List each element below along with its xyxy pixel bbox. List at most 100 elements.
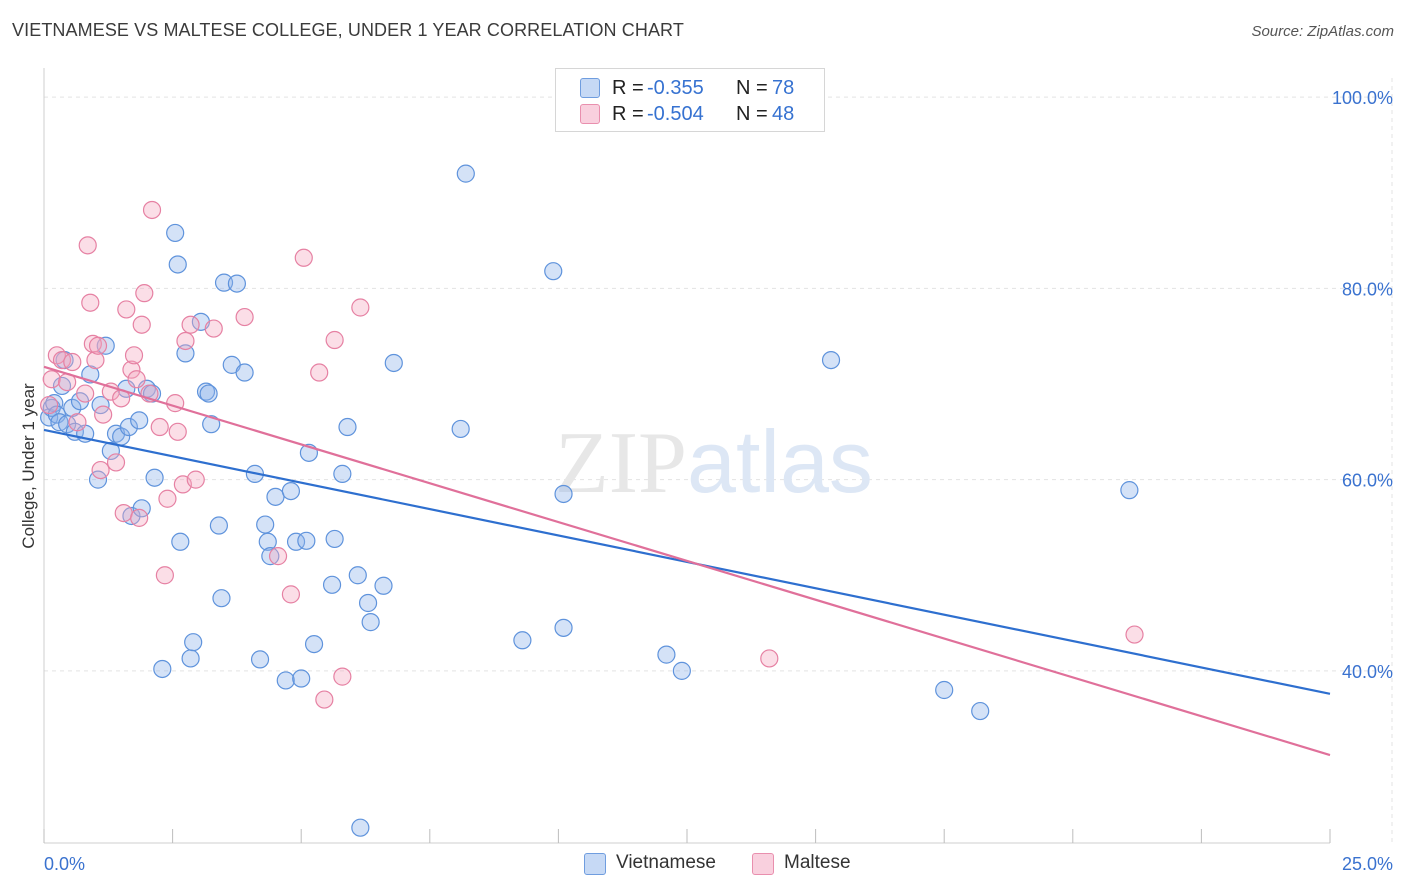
data-point xyxy=(176,331,195,351)
data-point xyxy=(333,667,352,686)
data-point xyxy=(181,315,200,334)
y-tick-label: 60.0% xyxy=(1342,471,1393,491)
data-point xyxy=(78,236,97,255)
data-point xyxy=(451,419,470,439)
data-point xyxy=(292,669,311,688)
legend-swatch-maltese xyxy=(580,104,600,124)
y-tick-label: 80.0% xyxy=(1342,279,1393,299)
data-point xyxy=(1120,481,1139,500)
data-point xyxy=(268,547,288,566)
series-vietnamese xyxy=(40,164,1139,837)
data-point xyxy=(94,405,113,424)
data-point xyxy=(227,274,246,293)
data-point xyxy=(145,468,164,487)
data-point xyxy=(261,547,280,566)
data-point xyxy=(127,370,146,389)
data-points xyxy=(40,164,1144,837)
series-swatch-vietnamese xyxy=(584,853,606,875)
data-point xyxy=(202,415,221,434)
data-point xyxy=(196,382,216,401)
data-point xyxy=(544,262,563,281)
stats-legend: R = -0.355 N = 78 R = -0.504 N = 48 xyxy=(555,68,825,132)
data-point xyxy=(204,319,223,338)
series-maltese xyxy=(40,200,1144,709)
data-point xyxy=(971,701,990,721)
legend-n-label: N = xyxy=(736,103,768,125)
data-point xyxy=(554,484,573,504)
data-point xyxy=(176,344,195,363)
data-point xyxy=(935,680,954,700)
data-point xyxy=(256,515,275,534)
series-swatch-maltese xyxy=(752,853,774,875)
axes xyxy=(43,68,1331,844)
data-point xyxy=(91,460,110,480)
data-point xyxy=(168,255,187,274)
data-point xyxy=(119,417,138,437)
data-point xyxy=(181,649,200,668)
data-point xyxy=(40,395,59,415)
trend-line-maltese xyxy=(43,365,1331,757)
data-point xyxy=(130,411,149,430)
data-point xyxy=(199,384,218,403)
data-point xyxy=(325,330,344,350)
chart-title: VIETNAMESE VS MALTESE COLLEGE, UNDER 1 Y… xyxy=(12,20,684,40)
data-point xyxy=(209,516,228,535)
y-tick-label: 40.0% xyxy=(1342,662,1393,682)
source-label: Source: ZipAtlas.com xyxy=(1251,23,1394,40)
data-point xyxy=(384,353,403,373)
y-tick-labels: 100.0% 80.0% 60.0% 40.0% xyxy=(1332,88,1393,682)
data-point xyxy=(158,489,177,508)
data-point xyxy=(456,164,475,183)
data-point xyxy=(130,508,149,527)
data-point xyxy=(166,223,185,243)
watermark-zip: ZIP xyxy=(555,415,687,512)
data-point xyxy=(106,453,126,472)
data-point xyxy=(294,248,313,267)
data-point xyxy=(304,634,324,654)
legend-swatch-vietnamese xyxy=(580,78,600,98)
y-axis-label: College, Under 1 year xyxy=(19,383,38,549)
series-name: Maltese xyxy=(784,852,851,873)
data-point xyxy=(361,613,380,632)
data-point xyxy=(122,360,141,379)
data-point xyxy=(235,363,254,382)
data-point xyxy=(101,441,120,461)
y-tick-label: 100.0% xyxy=(1332,88,1393,108)
data-point xyxy=(338,417,357,437)
data-point xyxy=(1125,625,1144,644)
data-point xyxy=(155,566,174,585)
data-point xyxy=(374,576,393,595)
data-point xyxy=(68,413,87,432)
x-tick-label: 0.0% xyxy=(44,854,85,874)
trend-lines xyxy=(43,365,1331,757)
data-point xyxy=(348,566,367,585)
x-tick-label: 25.0% xyxy=(1342,854,1393,874)
data-point xyxy=(76,384,95,403)
watermark-atlas: atlas xyxy=(687,412,873,511)
data-point xyxy=(168,422,187,441)
data-point xyxy=(351,818,370,837)
data-point xyxy=(186,470,205,489)
data-point xyxy=(142,200,162,220)
data-point xyxy=(554,618,573,637)
data-point xyxy=(114,503,133,523)
data-point xyxy=(235,307,254,327)
series-name: Vietnamese xyxy=(616,852,716,873)
data-point xyxy=(250,650,270,669)
legend-n-value: 78 xyxy=(772,77,795,99)
data-point xyxy=(86,350,105,370)
data-point xyxy=(310,363,329,382)
data-point xyxy=(184,633,203,652)
data-point xyxy=(132,315,151,334)
data-point xyxy=(63,352,82,372)
watermark: ZIPatlas xyxy=(555,412,873,512)
data-point xyxy=(153,659,172,679)
data-point xyxy=(760,649,779,668)
data-point xyxy=(333,464,352,483)
legend-r-value: -0.504 xyxy=(647,103,704,125)
data-point xyxy=(672,661,691,680)
data-point xyxy=(281,482,301,501)
legend-n-value: 48 xyxy=(772,103,795,125)
legend-n-label: N = xyxy=(736,77,768,99)
